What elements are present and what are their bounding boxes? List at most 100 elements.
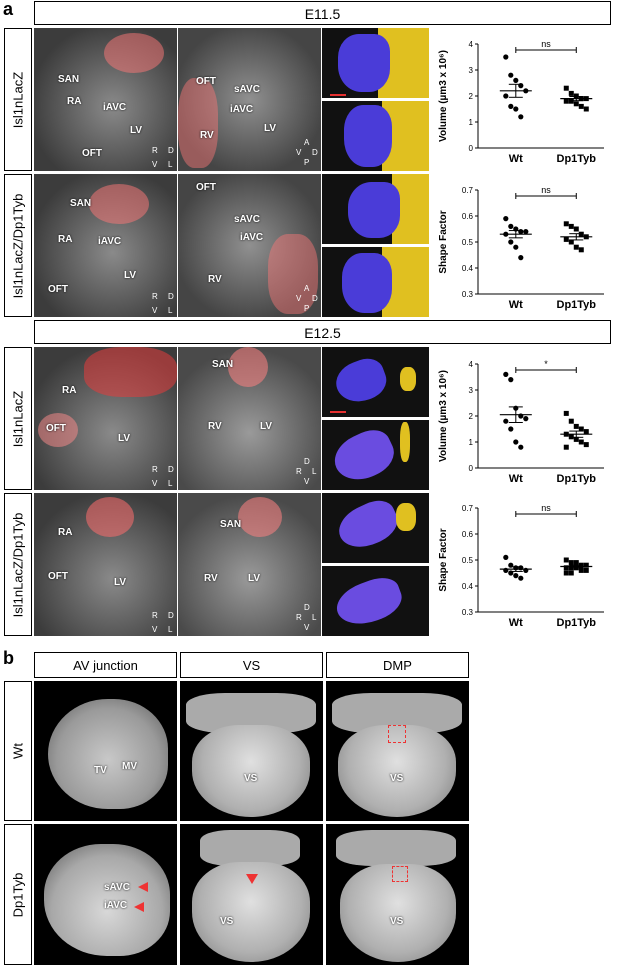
- image-dp-vs: VS: [180, 824, 323, 965]
- data-point: [568, 223, 574, 229]
- data-point: [508, 103, 514, 109]
- image-e12-dp-section1: RA OFT LV R D V L: [34, 493, 177, 636]
- panel-letter-a: a: [3, 0, 14, 19]
- data-point: [523, 229, 529, 235]
- label-oft: OFT: [196, 182, 216, 193]
- label-iavc: iAVC: [104, 900, 128, 911]
- reporter-signal: [89, 184, 149, 224]
- yellow-volume: [400, 367, 416, 391]
- stage-header-e11-5: E11.5: [34, 1, 611, 25]
- image-e11-dp-section1: SAN RA iAVC LV OFT R D V L: [34, 174, 177, 317]
- data-point: [568, 434, 574, 440]
- data-point: [508, 377, 514, 383]
- data-point: [578, 103, 584, 109]
- dmp-outline: [392, 866, 408, 882]
- label-oft: OFT: [48, 571, 68, 582]
- reporter-signal: [178, 78, 218, 168]
- x-category-label: Wt: [509, 299, 523, 311]
- data-point: [563, 85, 569, 91]
- label-lv: LV: [130, 125, 143, 136]
- image-wt-vs: VS: [180, 681, 323, 821]
- reporter-signal: [86, 497, 134, 537]
- data-point: [503, 418, 509, 424]
- data-point: [513, 244, 519, 250]
- data-point: [563, 98, 569, 104]
- blue-volume: [332, 494, 404, 556]
- blue-volume: [327, 423, 401, 489]
- data-point: [578, 426, 584, 432]
- data-point: [578, 567, 584, 573]
- data-point: [518, 575, 524, 581]
- label-iavc: iAVC: [230, 104, 254, 115]
- data-point: [563, 221, 569, 227]
- col-header-vs: VS: [180, 652, 323, 678]
- image-e12-wt-section1: RA OFT LV R D V L: [34, 347, 177, 490]
- data-point: [573, 560, 579, 566]
- label-oft: OFT: [48, 284, 68, 295]
- reporter-signal: [38, 413, 78, 447]
- data-point: [508, 223, 514, 229]
- render-e12-dp-view2: [322, 566, 429, 636]
- heart-volume: [192, 725, 310, 817]
- data-point: [518, 114, 524, 120]
- data-point: [573, 226, 579, 232]
- data-point: [568, 98, 574, 104]
- label-san: SAN: [220, 519, 242, 530]
- y-tick-label: 0.5: [462, 556, 474, 565]
- blue-volume: [344, 105, 392, 167]
- vessel-structures: [200, 830, 300, 866]
- y-tick-label: 3: [469, 386, 474, 395]
- label-savc: sAVC: [234, 84, 260, 95]
- y-tick-label: 0.3: [462, 290, 474, 299]
- label-vs: VS: [220, 916, 234, 927]
- data-point: [518, 229, 524, 235]
- arrowhead-icon: [134, 902, 144, 912]
- col-header-av-junction: AV junction: [34, 652, 177, 678]
- image-e11-wt-section2: OFT sAVC iAVC LV RV A V D P: [178, 28, 321, 171]
- label-vs: VS: [244, 773, 258, 784]
- chart-shape-factor-e11-5: 0.3 0.4 0.5 0.6 0.7 Shape Factor Wt Dp1Tyb ns: [438, 185, 604, 311]
- y-tick-label: 0.7: [462, 186, 474, 195]
- x-category-label: Wt: [509, 473, 523, 485]
- col-header-dmp: DMP: [326, 652, 469, 678]
- data-point: [503, 554, 509, 560]
- label-lv: LV: [260, 421, 273, 432]
- data-point: [568, 239, 574, 245]
- dmp-outline: [388, 725, 406, 743]
- y-tick-label: 0.6: [462, 212, 474, 221]
- data-point: [513, 573, 519, 579]
- heart-volume: [48, 699, 168, 809]
- render-e11-wt-view2: [322, 101, 429, 171]
- data-point: [518, 83, 524, 89]
- row-label-isl1nlacz-e11: Isl1nLacZ: [4, 28, 32, 171]
- y-tick-label: 4: [469, 40, 474, 49]
- x-category-label: Dp1Tyb: [557, 153, 597, 165]
- y-axis-label: Volume (µm3 x 10⁶): [438, 370, 449, 462]
- data-point: [573, 101, 579, 107]
- data-point: [573, 93, 579, 99]
- blue-volume: [342, 253, 392, 313]
- vessel-structures: [336, 830, 456, 866]
- label-savc: sAVC: [104, 882, 130, 893]
- x-category-label: Dp1Tyb: [557, 473, 597, 485]
- blue-volume: [331, 571, 407, 633]
- data-point: [523, 416, 529, 422]
- data-point: [568, 570, 574, 576]
- data-point: [508, 72, 514, 78]
- significance-label: ns: [541, 185, 551, 195]
- significance-label: ns: [541, 39, 551, 49]
- data-point: [578, 231, 584, 237]
- x-category-label: Wt: [509, 153, 523, 165]
- render-e12-wt-view2: [322, 420, 429, 490]
- label-lv: LV: [118, 433, 131, 444]
- image-e12-dp-section2: SAN RV LV D R L V: [178, 493, 321, 636]
- y-tick-label: 2: [469, 412, 474, 421]
- label-rv: RV: [204, 573, 218, 584]
- label-iavc: iAVC: [240, 232, 264, 243]
- label-san: SAN: [212, 359, 234, 370]
- render-e11-dp-view2: [322, 247, 429, 317]
- image-dp-av-junction: sAVC iAVC: [34, 824, 177, 965]
- x-category-label: Dp1Tyb: [557, 617, 597, 629]
- data-point: [578, 439, 584, 445]
- data-point: [503, 371, 509, 377]
